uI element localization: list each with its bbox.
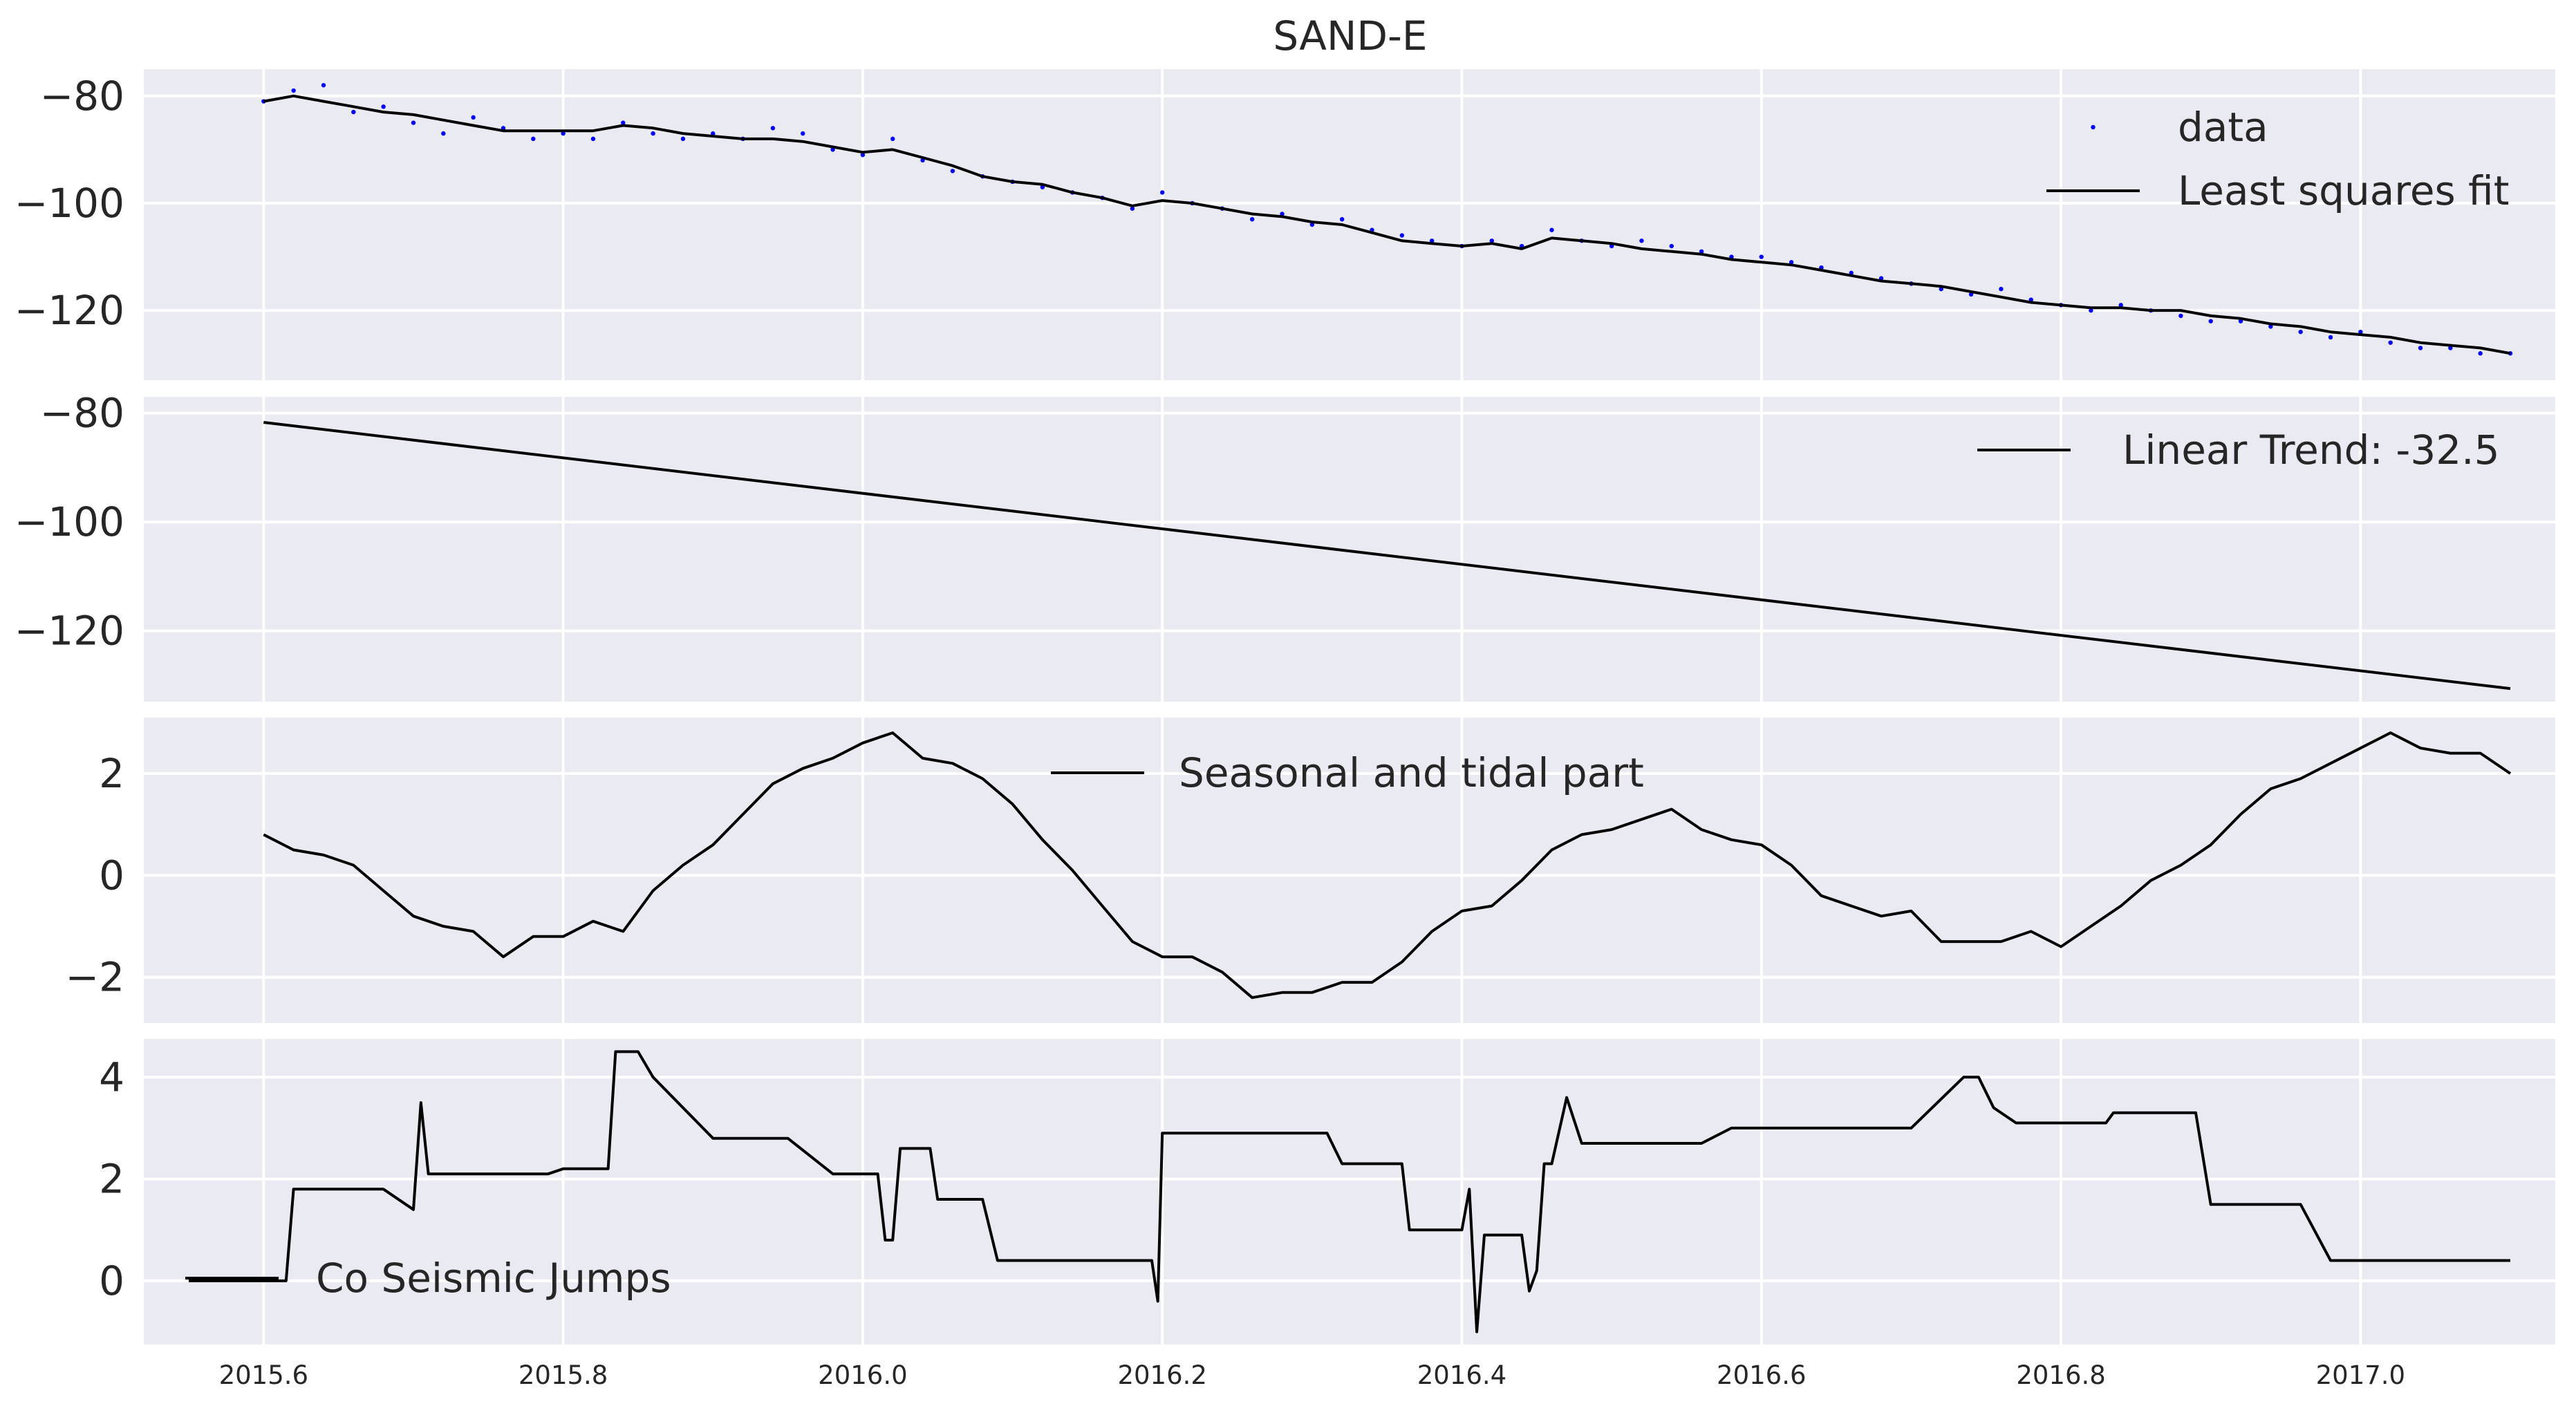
- data-point: [621, 120, 626, 125]
- data-point: [890, 136, 895, 142]
- x-tick-label: 2016.2: [1117, 1360, 1206, 1390]
- data-point: [411, 120, 416, 125]
- data-fit-panel: −80 −100 −120 data Least squares fit: [15, 69, 2555, 380]
- data-point: [321, 83, 326, 88]
- x-tick-label: 2016.8: [2016, 1360, 2105, 1390]
- y-tick-label: 0: [99, 1257, 124, 1304]
- data-point: [860, 152, 866, 158]
- data-point: [1399, 233, 1405, 238]
- data-point: [2328, 335, 2333, 340]
- y-tick-label: −2: [66, 954, 125, 1001]
- y-tick-label: 2: [99, 1156, 124, 1203]
- plot-area-background: [144, 397, 2555, 702]
- co-seismic-panel: 4 2 0 Co Seismic Jumps: [99, 1039, 2555, 1344]
- data-point: [1429, 238, 1435, 243]
- data-point: [1309, 222, 1315, 227]
- data-point: [1159, 190, 1165, 195]
- data-point: [2358, 329, 2363, 335]
- data-point: [1669, 243, 1674, 249]
- data-point: [590, 136, 596, 142]
- data-point: [1489, 238, 1495, 243]
- legend-label: Least squares fit: [2178, 167, 2509, 214]
- x-tick-label: 2016.4: [1417, 1360, 1506, 1390]
- data-point: [1130, 206, 1135, 211]
- data-point: [351, 109, 356, 115]
- plot-area-background: [144, 1039, 2555, 1344]
- plot-area-background: [144, 718, 2555, 1023]
- data-point: [1699, 249, 1704, 254]
- data-point: [381, 104, 386, 109]
- data-point: [950, 169, 955, 174]
- legend-label: Seasonal and tidal part: [1179, 749, 1644, 796]
- data-point: [471, 115, 476, 120]
- series-line: [189, 1050, 2510, 1333]
- data-point: [2478, 351, 2483, 356]
- legend-marker: [2091, 124, 2096, 130]
- data-point: [680, 136, 686, 142]
- data-point: [1549, 227, 1554, 232]
- x-tick-label: 2016.0: [818, 1360, 907, 1390]
- data-point: [1999, 286, 2004, 292]
- data-point: [2268, 324, 2273, 329]
- seasonal-panel: 2 0 −2 Seasonal and tidal part: [66, 718, 2555, 1023]
- data-point: [2388, 340, 2393, 345]
- y-tick-label: −120: [15, 608, 124, 655]
- plot-area-background: [144, 69, 2555, 380]
- y-tick-label: 2: [99, 750, 124, 797]
- data-point: [2118, 303, 2123, 308]
- data-point: [2178, 313, 2183, 319]
- y-tick-label: −100: [15, 498, 124, 545]
- data-point: [801, 131, 805, 136]
- data-point: [2208, 319, 2213, 324]
- data-point: [1339, 217, 1345, 222]
- legend-label: Co Seismic Jumps: [316, 1255, 671, 1302]
- legend-label: Linear Trend: -32.5: [2122, 427, 2499, 474]
- x-tick-label: 2015.8: [519, 1360, 608, 1390]
- data-point: [531, 136, 536, 142]
- data-point: [1789, 260, 1794, 265]
- data-point: [2418, 346, 2423, 350]
- data-point: [1249, 217, 1255, 222]
- x-tick-label: 2015.6: [219, 1360, 308, 1390]
- data-point: [1280, 212, 1285, 216]
- data-point: [1759, 254, 1764, 259]
- series-line: [263, 94, 2511, 355]
- data-point: [441, 131, 446, 136]
- data-point: [2448, 346, 2453, 350]
- y-tick-label: −120: [15, 287, 124, 334]
- data-point: [711, 131, 716, 136]
- y-tick-label: −100: [15, 180, 124, 227]
- data-point: [2298, 329, 2303, 335]
- y-tick-label: −80: [40, 390, 124, 437]
- data-point: [291, 88, 296, 93]
- data-point: [1639, 238, 1644, 243]
- x-tick-label: 2017.0: [2316, 1360, 2405, 1390]
- series-line: [263, 731, 2512, 1000]
- series-line: [263, 421, 2511, 691]
- data-point: [561, 131, 566, 136]
- y-tick-label: 4: [99, 1053, 124, 1100]
- y-tick-label: −80: [40, 73, 124, 120]
- data-point: [2089, 308, 2093, 313]
- chart-title: SAND-E: [1273, 12, 1427, 59]
- data-point: [651, 131, 655, 136]
- data-point: [770, 126, 776, 131]
- y-tick-label: 0: [99, 852, 124, 899]
- x-tick-label: 2016.6: [1717, 1360, 1806, 1390]
- linear-trend-panel: −80 −100 −120 Linear Trend: -32.5: [15, 390, 2555, 702]
- legend-label: data: [2178, 104, 2268, 151]
